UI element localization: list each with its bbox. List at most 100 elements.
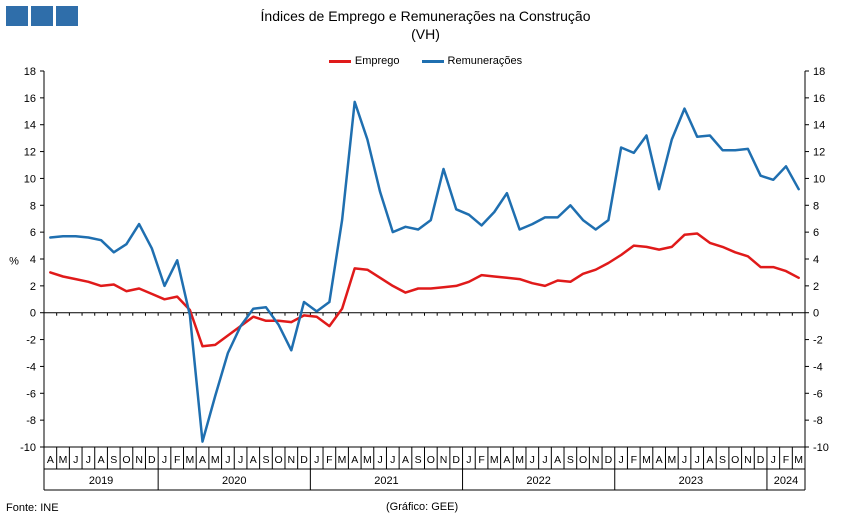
- y-unit-label: %: [9, 255, 19, 267]
- x-tick-label: O: [122, 454, 130, 466]
- x-tick-label: S: [567, 454, 574, 466]
- x-tick-label: J: [162, 454, 167, 466]
- x-tick-label: J: [695, 454, 700, 466]
- chart-legend: Emprego Remunerações: [0, 55, 851, 67]
- x-tick-label: J: [314, 454, 319, 466]
- x-tick-label: M: [490, 454, 499, 466]
- x-tick-label: N: [744, 454, 752, 466]
- x-tick-label: D: [757, 454, 765, 466]
- y-tick-label-left: 8: [30, 200, 36, 212]
- y-tick-label-left: -10: [20, 442, 36, 454]
- y-tick-label-right: 14: [813, 120, 825, 132]
- legend-item-emprego: Emprego: [328, 55, 400, 67]
- x-tick-label: M: [338, 454, 347, 466]
- y-tick-label-right: 18: [813, 66, 825, 78]
- y-tick-label-left: 14: [24, 120, 36, 132]
- legend-swatch-remuneracoes: [421, 59, 444, 63]
- y-tick-label-right: -6: [813, 388, 823, 400]
- x-tick-label: N: [440, 454, 448, 466]
- x-tick-label: A: [554, 454, 561, 466]
- legend-label-emprego: Emprego: [354, 55, 400, 67]
- y-tick-label-left: 6: [30, 227, 36, 239]
- x-tick-label: F: [631, 454, 637, 466]
- x-tick-label: A: [47, 454, 54, 466]
- x-tick-label: O: [731, 454, 739, 466]
- y-tick-label-right: 12: [813, 147, 825, 159]
- x-tick-label: S: [262, 454, 269, 466]
- x-tick-label: A: [706, 454, 713, 466]
- series-line-remuneracoes: [49, 100, 800, 443]
- y-tick-label-left: 10: [24, 173, 36, 185]
- x-tick-label: J: [390, 454, 395, 466]
- y-tick-label-right: -8: [813, 415, 823, 427]
- year-label: 2019: [89, 475, 113, 487]
- credit-note: (Gráfico: GEE): [386, 501, 459, 513]
- x-tick-label: F: [478, 454, 484, 466]
- x-tick-label: O: [275, 454, 283, 466]
- x-tick-label: O: [579, 454, 587, 466]
- x-tick-label: D: [605, 454, 613, 466]
- x-tick-label: J: [86, 454, 91, 466]
- y-tick-label-right: 6: [813, 227, 819, 239]
- x-tick-label: D: [452, 454, 460, 466]
- x-tick-label: J: [771, 454, 776, 466]
- y-tick-label-left: -6: [26, 388, 36, 400]
- x-tick-label: M: [185, 454, 194, 466]
- y-tick-label-right: 2: [813, 281, 819, 293]
- chart-title-line1: Índices de Emprego e Remunerações na Con…: [260, 8, 591, 24]
- series-line-emprego: [49, 232, 800, 348]
- logo-block: [6, 6, 28, 26]
- x-tick-label: J: [542, 454, 547, 466]
- y-tick-label-right: -2: [813, 335, 823, 347]
- y-tick-label-left: -8: [26, 415, 36, 427]
- x-tick-label: A: [98, 454, 105, 466]
- logo-block: [31, 6, 53, 26]
- y-tick-label-left: -2: [26, 335, 36, 347]
- x-tick-label: N: [288, 454, 296, 466]
- x-tick-label: J: [682, 454, 687, 466]
- y-tick-label-right: 4: [813, 254, 819, 266]
- x-tick-label: A: [199, 454, 206, 466]
- source-note: Fonte: INE: [6, 502, 59, 514]
- x-tick-label: M: [794, 454, 803, 466]
- y-tick-label-left: 0: [30, 308, 36, 320]
- year-label: 2021: [374, 475, 398, 487]
- year-label: 2022: [526, 475, 550, 487]
- x-tick-label: F: [174, 454, 180, 466]
- y-tick-label-left: 4: [30, 254, 36, 266]
- legend-item-remuneracoes: Remunerações: [421, 55, 523, 67]
- year-label: 2023: [679, 475, 703, 487]
- x-tick-label: J: [225, 454, 230, 466]
- y-tick-label-left: 12: [24, 147, 36, 159]
- x-tick-label: D: [300, 454, 308, 466]
- x-tick-label: A: [351, 454, 358, 466]
- y-tick-label-left: 2: [30, 281, 36, 293]
- x-tick-label: A: [402, 454, 409, 466]
- legend-label-remuneracoes: Remunerações: [447, 55, 523, 67]
- x-tick-label: S: [110, 454, 117, 466]
- x-tick-label: M: [667, 454, 676, 466]
- y-tick-label-right: 0: [813, 308, 819, 320]
- y-tick-label-left: -4: [26, 361, 36, 373]
- x-tick-label: M: [59, 454, 68, 466]
- y-tick-label-right: 8: [813, 200, 819, 212]
- x-tick-label: M: [211, 454, 220, 466]
- x-tick-label: J: [466, 454, 471, 466]
- x-tick-label: N: [592, 454, 600, 466]
- x-tick-label: F: [783, 454, 789, 466]
- brand-logo: [6, 6, 78, 26]
- logo-block: [56, 6, 78, 26]
- chart-title: Índices de Emprego e Remunerações na Con…: [0, 7, 851, 43]
- y-tick-label-right: -10: [813, 442, 829, 454]
- y-tick-label-left: 16: [24, 93, 36, 105]
- x-tick-label: A: [503, 454, 510, 466]
- x-tick-label: J: [377, 454, 382, 466]
- x-tick-label: F: [326, 454, 332, 466]
- chart-title-line2: (VH): [411, 26, 440, 42]
- x-tick-label: J: [530, 454, 535, 466]
- y-tick-label-right: 16: [813, 93, 825, 105]
- x-tick-label: J: [618, 454, 623, 466]
- year-label: 2024: [774, 475, 798, 487]
- legend-swatch-emprego: [328, 59, 351, 63]
